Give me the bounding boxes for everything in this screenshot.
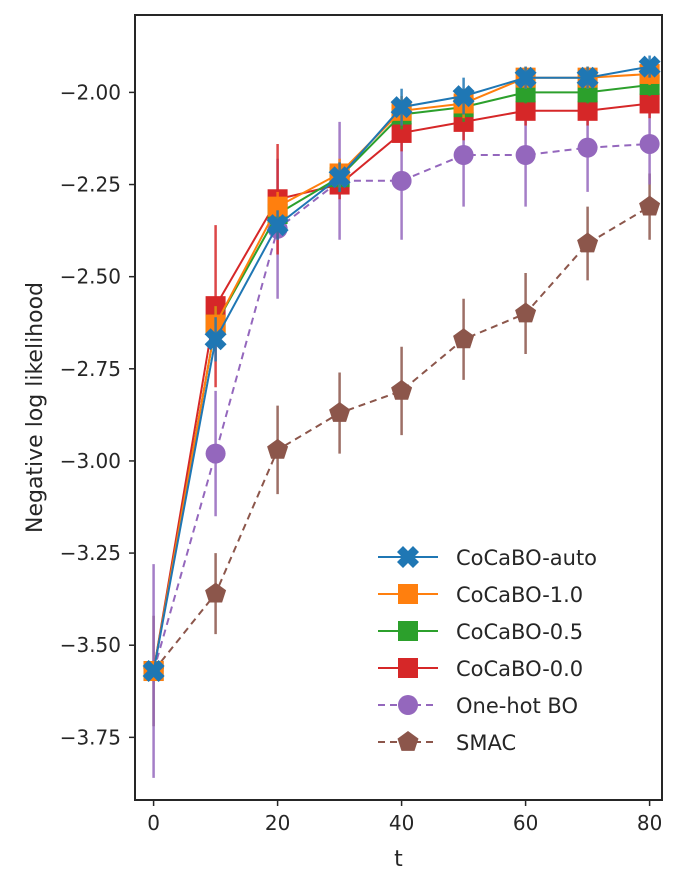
legend-label: CoCaBO-1.0 — [456, 583, 583, 607]
legend-label: CoCaBO-auto — [456, 546, 597, 570]
y-tick-label: −2.00 — [60, 80, 121, 104]
x-tick-label: 60 — [513, 811, 538, 835]
cocabo-auto-point — [514, 66, 537, 89]
legend-cocabo-auto-point — [397, 546, 419, 568]
legend-item-cocabo-auto: CoCaBO-auto — [378, 546, 597, 570]
cocabo-auto-point — [576, 66, 599, 89]
cocabo-auto-point — [390, 96, 413, 119]
series-cocabo-auto — [142, 55, 661, 682]
x-tick-label: 80 — [637, 811, 662, 835]
smac-point — [391, 379, 413, 400]
cocabo-auto-point — [142, 660, 165, 682]
legend-smac-point — [397, 731, 419, 751]
cocabo-auto-point — [638, 55, 661, 78]
one-hot-bo-point — [639, 133, 660, 154]
legend-cocabo-0-0-point — [398, 658, 418, 678]
legend-item-cocabo-0-0: CoCaBO-0.0 — [378, 657, 583, 681]
x-tick-label: 20 — [265, 811, 290, 835]
cocabo-0-0-point — [515, 100, 536, 121]
legend-cocabo-1-0-point — [398, 584, 418, 604]
cocabo-0-0-point — [639, 93, 660, 114]
one-hot-bo-point — [205, 443, 226, 464]
y-tick-label: −3.75 — [60, 725, 121, 749]
smac-point — [453, 328, 475, 349]
smac-point — [515, 302, 537, 323]
cocabo-0-0-point — [577, 100, 598, 121]
y-tick-label: −3.25 — [60, 541, 121, 565]
legend-label: SMAC — [456, 731, 516, 755]
plot-frame — [134, 14, 663, 801]
cocabo-auto-point — [452, 85, 475, 108]
one-hot-bo-point — [391, 170, 412, 191]
one-hot-bo-point — [577, 137, 598, 158]
data-marks — [142, 55, 661, 778]
smac-point — [267, 438, 289, 459]
cocabo-auto-point — [204, 328, 227, 351]
smac-point — [639, 195, 661, 216]
one-hot-bo-line — [152, 143, 650, 672]
legend: CoCaBO-auto CoCaBO-1.0 CoCaBO-0.5 CoCaBO-0.… — [378, 546, 597, 755]
x-tick-label: 40 — [389, 811, 414, 835]
legend-item-one-hot-bo: One-hot BO — [378, 694, 578, 718]
legend-cocabo-0-5-point — [398, 621, 418, 641]
one-hot-bo-point — [453, 145, 474, 166]
cocabo-0-0-point — [391, 122, 412, 143]
y-axis: −2.00 −2.25 −2.50 −2.75 −3.00 −3.25 −3.50 −3.75 — [60, 80, 135, 749]
y-axis-label: Negative log likelihood — [23, 282, 48, 533]
legend-label: CoCaBO-0.5 — [456, 620, 583, 644]
smac-line — [152, 205, 651, 672]
x-axis: 0 20 40 60 80 — [147, 800, 662, 835]
smac-point — [329, 402, 351, 422]
legend-label: One-hot BO — [456, 694, 578, 718]
x-axis-label: t — [394, 847, 403, 872]
legend-item-cocabo-1-0: CoCaBO-1.0 — [378, 583, 583, 607]
y-tick-label: −3.50 — [60, 633, 121, 657]
one-hot-bo-point — [515, 145, 536, 166]
legend-label: CoCaBO-0.0 — [456, 657, 583, 681]
series-smac — [143, 173, 661, 727]
y-tick-label: −2.25 — [60, 173, 121, 197]
legend-item-cocabo-0-5: CoCaBO-0.5 — [378, 620, 583, 644]
cocabo-auto-point — [328, 166, 351, 189]
y-tick-label: −3.00 — [60, 449, 121, 473]
y-tick-label: −2.50 — [60, 265, 121, 289]
legend-one-hot-bo-point — [398, 695, 418, 715]
y-tick-label: −2.75 — [60, 357, 121, 381]
legend-item-smac: SMAC — [378, 731, 516, 755]
smac-point — [577, 232, 599, 253]
smac-point — [205, 582, 227, 603]
cocabo-auto-point — [266, 214, 289, 237]
x-tick-label: 0 — [147, 811, 160, 835]
cocabo-1-0-point — [267, 196, 288, 217]
